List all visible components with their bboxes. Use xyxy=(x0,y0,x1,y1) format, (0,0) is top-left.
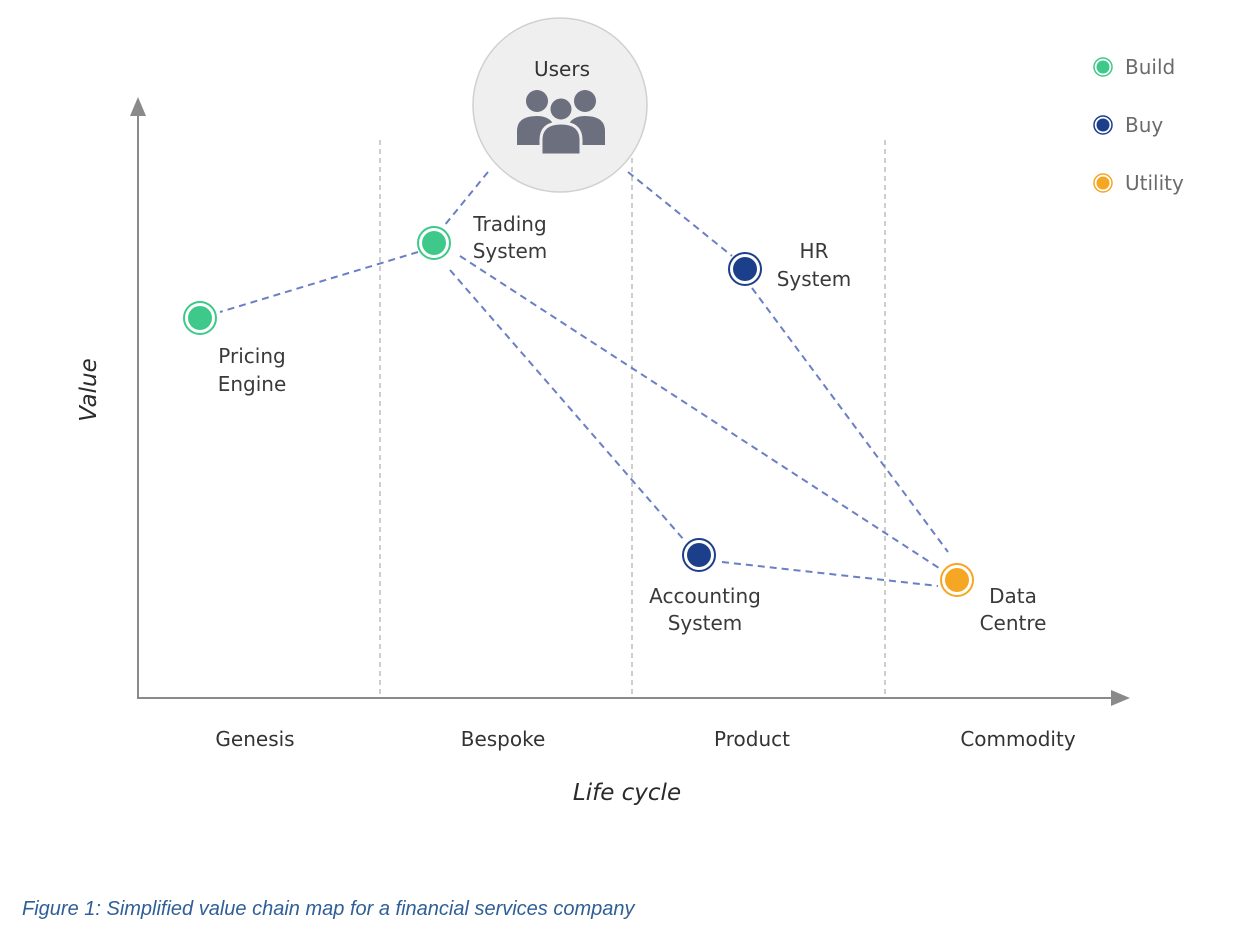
stage-label-commodity: Commodity xyxy=(960,727,1075,751)
y-axis-label: Value xyxy=(76,358,102,421)
y-axis xyxy=(130,97,146,698)
legend-item-utility: Utility xyxy=(1093,171,1184,195)
legend-item-build: Build xyxy=(1093,55,1175,79)
link-users-hr xyxy=(627,171,733,257)
data-centre-line1: Data xyxy=(989,584,1037,608)
stage-label-bespoke: Bespoke xyxy=(461,727,546,751)
link-hr-datacentre xyxy=(751,287,949,553)
trading-system-line2: System xyxy=(473,239,548,263)
node-pricing-engine: Pricing Engine xyxy=(183,301,287,396)
links xyxy=(219,171,949,587)
stage-label-product: Product xyxy=(714,727,790,751)
node-trading-system: Trading System xyxy=(417,212,548,263)
accounting-system-line2: System xyxy=(668,611,743,635)
x-axis xyxy=(137,690,1130,706)
users-label: Users xyxy=(534,57,590,81)
legend-item-buy: Buy xyxy=(1093,113,1163,137)
users-group-icon xyxy=(517,90,605,157)
legend-label-buy: Buy xyxy=(1125,113,1163,137)
data-centre-line2: Centre xyxy=(980,611,1047,635)
link-trading-datacentre xyxy=(459,255,943,571)
hr-system-line2: System xyxy=(777,267,852,291)
users-node: Users xyxy=(472,17,648,193)
node-hr-system: HR System xyxy=(728,239,852,291)
legend: Build Buy Utility xyxy=(1093,55,1184,195)
legend-label-utility: Utility xyxy=(1125,171,1184,195)
stage-label-genesis: Genesis xyxy=(215,727,294,751)
node-accounting-system: Accounting System xyxy=(649,538,761,635)
x-axis-label: Life cycle xyxy=(573,780,681,806)
accounting-system-line1: Accounting xyxy=(649,584,761,608)
pricing-engine-line2: Engine xyxy=(218,372,287,396)
node-data-centre: Data Centre xyxy=(940,563,1047,635)
link-trading-accounting xyxy=(449,269,685,541)
pricing-engine-line1: Pricing xyxy=(218,344,285,368)
link-accounting-datacentre xyxy=(721,561,939,587)
figure-caption: Figure 1: Simplified value chain map for… xyxy=(22,898,635,920)
trading-system-line1: Trading xyxy=(472,212,546,236)
link-trading-pricing xyxy=(219,251,419,313)
legend-label-build: Build xyxy=(1125,55,1175,79)
hr-system-line1: HR xyxy=(800,239,829,263)
